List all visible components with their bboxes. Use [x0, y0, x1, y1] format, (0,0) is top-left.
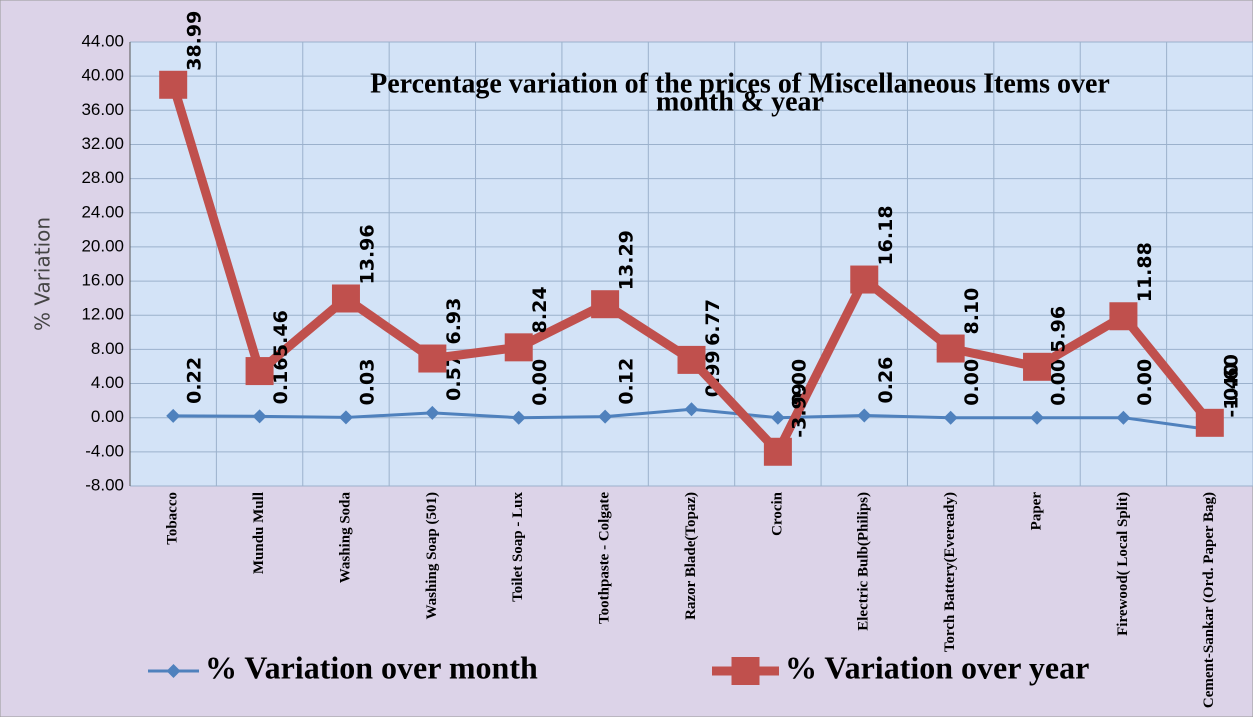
y-axis-label: % Variation [31, 217, 55, 331]
data-label: 0.22 [184, 357, 206, 404]
x-tick-label: Razor Blade(Topaz) [683, 492, 699, 620]
data-label: 16.18 [875, 205, 897, 265]
data-label: 0.00 [1134, 359, 1156, 406]
marker [166, 408, 181, 423]
marker [1030, 410, 1045, 425]
marker [943, 410, 958, 425]
y-tick-label: 24.00 [81, 202, 124, 221]
marker [504, 333, 533, 362]
data-label: 6.93 [443, 298, 465, 345]
chart-title: month & year [656, 86, 824, 117]
data-label: 6.77 [702, 299, 724, 346]
x-tick-label: Cement-Sankar (Ord. Paper Bag) [1201, 492, 1217, 708]
data-label: 0.16 [270, 357, 292, 404]
data-label: 8.24 [529, 286, 551, 333]
data-label: 0.12 [616, 358, 638, 405]
x-tick-label: Electric Bulb(Philips) [856, 492, 872, 631]
x-tick-label: Torch Battery(Eveready) [942, 492, 958, 652]
data-label: 13.96 [356, 224, 378, 284]
x-tick-label: Mundu Mull [251, 492, 267, 574]
marker [591, 290, 620, 319]
marker [763, 437, 792, 466]
marker [684, 402, 699, 417]
data-label: 0.00 [1048, 359, 1070, 406]
y-tick-label: 36.00 [81, 100, 124, 119]
marker [159, 70, 188, 99]
marker [331, 284, 360, 313]
x-tick-label: Washing Soda [337, 492, 353, 584]
data-label: 0.00 [529, 359, 551, 406]
data-label: 0.26 [875, 357, 897, 404]
y-tick-label: 32.00 [81, 134, 124, 153]
data-label: -0.60 [1220, 354, 1242, 409]
y-tick-label: 4.00 [91, 373, 124, 392]
y-tick-label: 12.00 [81, 305, 124, 324]
data-label: 8.10 [961, 288, 983, 335]
legend-marker [731, 657, 760, 685]
y-tick-label: 20.00 [81, 236, 124, 255]
data-label: 5.96 [1048, 306, 1070, 353]
chart-title: Percentage variation of the prices of Mi… [370, 68, 1110, 99]
x-tick-label: Washing Soap (501) [424, 492, 440, 620]
data-label: 38.99 [184, 11, 206, 71]
data-label: 11.88 [1134, 242, 1156, 302]
marker [511, 410, 526, 425]
marker [1023, 352, 1052, 381]
legend-marker [166, 664, 181, 678]
data-label: 5.46 [270, 310, 292, 357]
data-label: 0.03 [356, 359, 378, 406]
y-tick-label: -8.00 [85, 475, 124, 494]
x-tick-label: Tobacco [165, 492, 181, 545]
x-tick-label: Firewood( Local Split) [1115, 492, 1131, 636]
y-tick-label: 0.00 [91, 407, 124, 426]
legend-label: % Variation over month [205, 649, 538, 685]
marker [857, 408, 872, 423]
y-tick-label: -4.00 [85, 441, 124, 460]
x-tick-label: Paper [1028, 492, 1044, 531]
y-tick-label: 28.00 [81, 168, 124, 187]
marker [936, 334, 965, 363]
data-label: 13.29 [616, 230, 638, 290]
legend-label: % Variation over year [785, 649, 1089, 685]
data-label: -1.40 [1220, 363, 1242, 418]
marker [598, 409, 613, 424]
marker [770, 410, 785, 425]
marker [252, 409, 267, 424]
y-tick-label: 16.00 [81, 271, 124, 290]
y-tick-label: 40.00 [81, 66, 124, 85]
marker [1195, 408, 1224, 437]
marker [850, 265, 879, 294]
y-tick-label: 44.00 [81, 31, 124, 50]
marker [425, 405, 440, 420]
marker [1109, 302, 1138, 331]
data-label: -3.99 [788, 383, 810, 438]
marker [245, 357, 274, 386]
x-tick-label: Crocin [769, 491, 785, 536]
x-tick-label: Toilet Soap - Lux [510, 492, 526, 602]
data-label: 0.00 [961, 359, 983, 406]
marker [338, 410, 353, 425]
y-tick-label: 8.00 [91, 339, 124, 358]
marker [677, 345, 706, 374]
x-tick-label: Toothpaste - Colgate [597, 492, 613, 624]
marker [418, 344, 447, 373]
data-label: 0.57 [443, 354, 465, 401]
marker [1116, 410, 1131, 425]
